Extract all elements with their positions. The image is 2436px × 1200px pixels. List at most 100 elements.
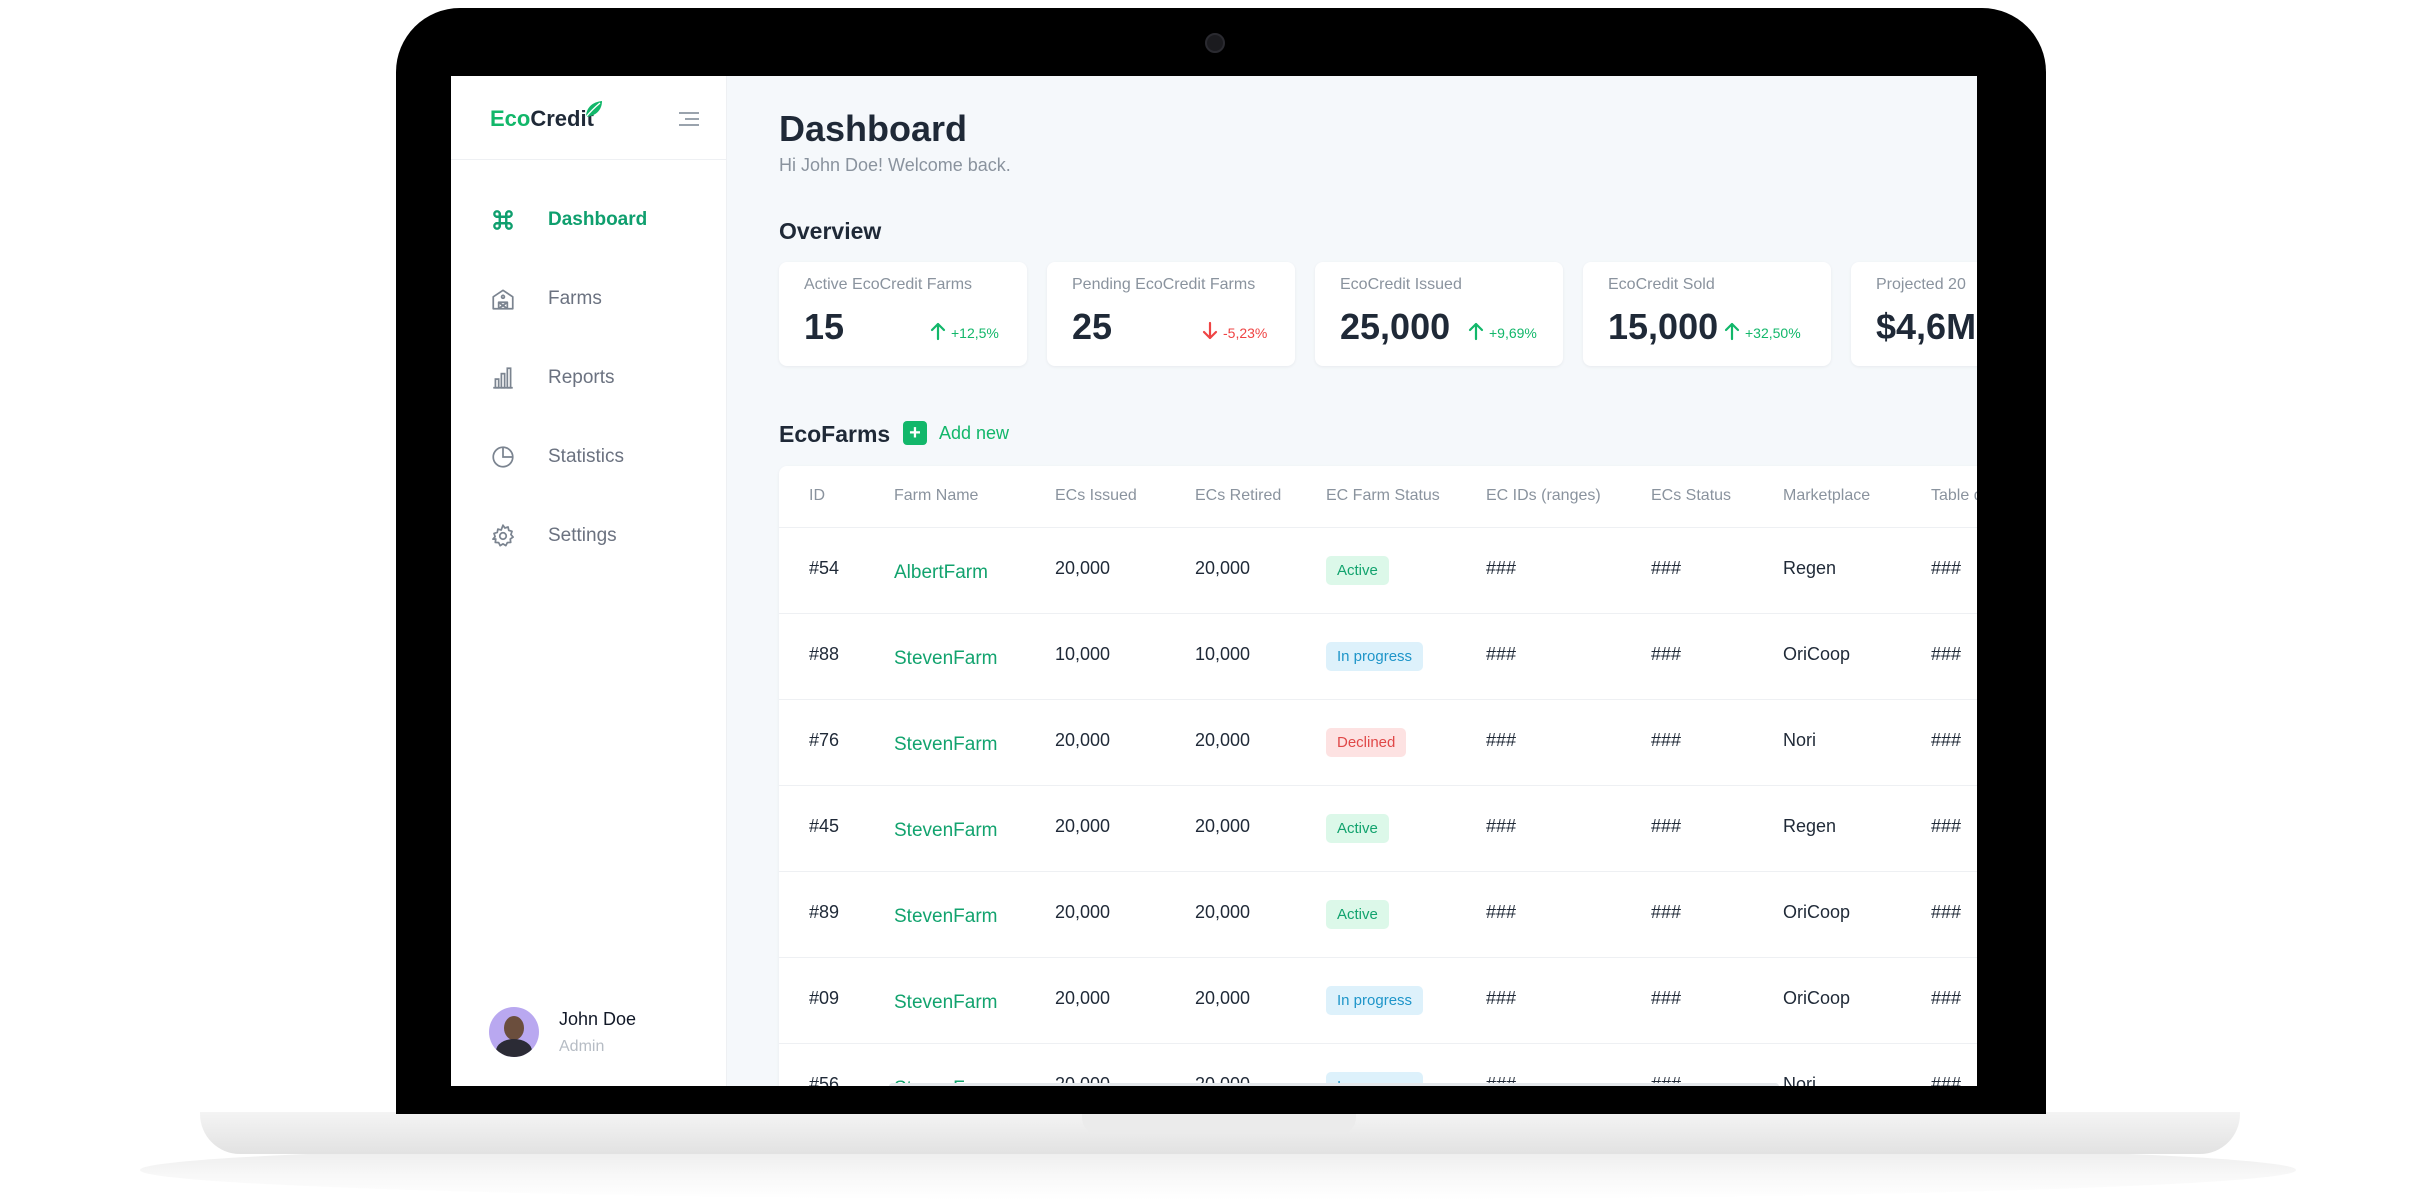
table-cell: ### [1651,902,1682,922]
sidebar-item-label: Reports [548,366,615,388]
farm-name-link[interactable]: StevenFarm [894,1078,997,1086]
farm-name-link[interactable]: StevenFarm [894,648,998,669]
column-header[interactable]: Farm Name [894,487,979,504]
arrow-up-icon [1723,321,1741,344]
sidebar-item-settings[interactable]: Settings [451,496,726,575]
column-header[interactable]: ECs Issued [1055,487,1137,504]
stat-card-change: +32,50% [1723,321,1801,344]
page-subtitle: Hi John Doe! Welcome back. [779,155,1011,175]
table-cell: ### [1931,816,1962,836]
status-badge: In progress [1326,1072,1424,1086]
column-header[interactable]: EC IDs (ranges) [1486,487,1601,504]
stat-card-label: Projected 20 [1876,276,1966,293]
table-cell: Active [1326,814,1389,843]
table-cell: Nori [1783,730,1817,750]
bar-chart-icon [489,364,517,392]
stat-card-change-text: +9,69% [1489,324,1537,341]
table-cell: Regen [1783,816,1837,836]
table-cell: 20,000 [1055,988,1111,1008]
table-cell: 20,000 [1055,816,1111,836]
page-title: Dashboard [779,108,968,149]
user-name: John Doe [559,1008,637,1029]
table-cell: 20,000 [1055,902,1111,922]
farm-name-link[interactable]: AlbertFarm [894,562,988,583]
stat-card-value: 25,000 [1340,306,1451,347]
add-new-button[interactable]: + Add new [903,421,1009,445]
logo-suffix: Credit [530,106,594,131]
stat-card-label: EcoCredit Sold [1608,276,1715,293]
stat-card-label: Active EcoCredit Farms [804,276,973,293]
status-badge: Declined [1326,728,1407,757]
column-header[interactable]: ECs Status [1651,487,1732,504]
table-row[interactable]: #09 StevenFarm 20,000 20,000 In progress ### #… [779,958,1977,1044]
stat-card-value: 15,000 [1608,306,1719,347]
overview-cards: Active EcoCredit Farms 15 +12,5% Pending Ec… [779,262,1977,366]
table-cell: ### [1651,730,1682,750]
arrow-down-icon [1201,321,1219,344]
user-profile[interactable]: John Doe Admin [489,1007,636,1057]
sidebar-item-label: Farms [548,287,602,309]
add-new-label: Add new [939,422,1010,443]
table-row[interactable]: #88 StevenFarm 10,000 10,000 In progress ### #… [779,614,1977,700]
sidebar-item-farms[interactable]: Farms [451,259,726,338]
table-cell: ### [1931,558,1962,578]
table-row[interactable]: #45 StevenFarm 20,000 20,000 Active ### ### Reg… [779,786,1977,872]
status-badge: Active [1326,814,1389,843]
stat-card-change-text: +32,50% [1745,324,1801,341]
table-cell: ### [1486,988,1517,1008]
table-cell: ### [1931,644,1962,664]
table-cell: 20,000 [1055,730,1111,750]
table-cell: #56 [809,1074,840,1086]
farm-name-link[interactable]: StevenFarm [894,906,998,927]
stat-card-change-text: +12,5% [951,324,999,341]
stat-card-change: +9,69% [1467,321,1537,344]
table-row[interactable]: #54 AlbertFarm 20,000 20,000 Active ### ### Reg… [779,528,1977,614]
column-header[interactable]: ID [809,487,825,504]
table-row[interactable]: #89 StevenFarm 20,000 20,000 Active ### ### Ori… [779,872,1977,958]
menu-toggle-icon[interactable] [679,112,699,126]
stat-card: Pending EcoCredit Farms 25 -5,23% [1047,262,1295,366]
sidebar: EcoCredit Dashboard Farms Reports Statistic… [451,76,727,1086]
table-cell: Active [1326,556,1389,585]
horizontal-scrollbar[interactable] [889,1083,1779,1086]
table-row[interactable]: #76 StevenFarm 20,000 20,000 Declined ### ### N… [779,700,1977,786]
column-header[interactable]: EC Farm Status [1326,487,1440,504]
table-cell: ### [1931,902,1962,922]
table-cell: ### [1651,644,1682,664]
farm-name-link[interactable]: StevenFarm [894,992,998,1013]
table-cell: ### [1486,558,1517,578]
farm-name-link[interactable]: StevenFarm [894,820,998,841]
table-cell: 20,000 [1195,816,1251,836]
sidebar-item-statistics[interactable]: Statistics [451,417,726,496]
table-cell: ### [1651,816,1682,836]
table-cell: In progress [1326,1072,1424,1086]
table-cell: OriCoop [1783,644,1851,664]
logo-row: EcoCredit [451,76,726,160]
stat-card-change: +12,5% [929,321,999,344]
table-cell: ### [1931,730,1962,750]
table-cell: ### [1486,816,1517,836]
sidebar-item-reports[interactable]: Reports [451,338,726,417]
table-cell: #89 [809,902,840,922]
logo[interactable]: EcoCredit [490,106,594,132]
column-header[interactable]: Table d [1931,487,1977,504]
table-cell: Regen [1783,558,1837,578]
table-cell: 20,000 [1195,730,1251,750]
user-role: Admin [559,1037,605,1055]
stat-card: Projected 20 $4,6M [1851,262,1977,366]
table-cell: 20,000 [1195,902,1251,922]
farm-name-link[interactable]: StevenFarm [894,734,998,755]
column-header[interactable]: Marketplace [1783,487,1871,504]
table-cell: Nori [1783,1074,1817,1086]
sidebar-item-dashboard[interactable]: Dashboard [451,180,726,259]
arrow-up-icon [929,321,947,344]
ecofarms-table: ID Farm Name ECs Issued ECs Retired EC Farm … [779,466,1977,1086]
stat-card-value: 15 [804,306,845,347]
table-cell: ### [1931,1074,1962,1086]
avatar [489,1007,539,1057]
main-content: Dashboard Hi John Doe! Welcome back. Ove… [727,76,1977,1086]
arrow-up-icon [1467,321,1485,344]
column-header[interactable]: ECs Retired [1195,487,1282,504]
status-badge: In progress [1326,642,1424,671]
